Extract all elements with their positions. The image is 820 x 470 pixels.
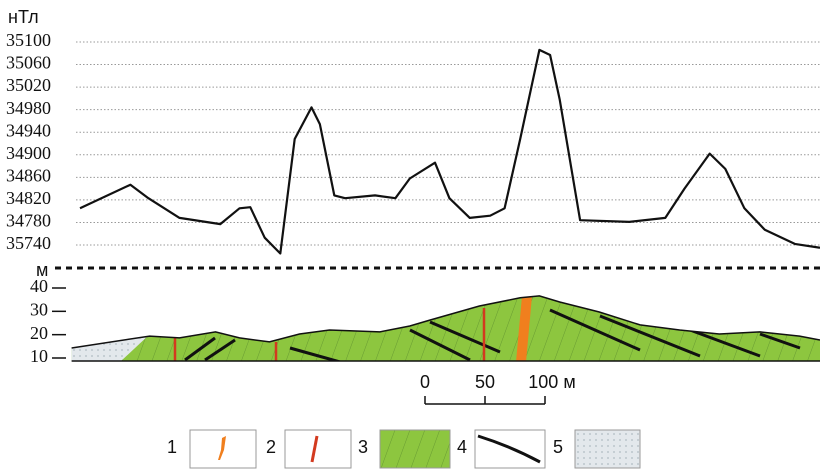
profile-line	[80, 50, 820, 254]
y-tick-label: 34940	[6, 120, 51, 140]
y-tick-label: 34900	[6, 143, 51, 163]
y-tick-label: 35060	[6, 53, 51, 73]
scale-label: 50	[475, 372, 495, 392]
y-tick-label: 35740	[6, 233, 51, 253]
y-tick-label: 10	[30, 346, 48, 366]
legend	[190, 430, 640, 468]
y-tick-label: 30	[30, 299, 48, 319]
figure: нТл м 0 50 100 м 1 2 3 4 5 3510035060350…	[0, 0, 820, 470]
y-unit: нТл	[8, 7, 39, 27]
section-detail	[60, 280, 820, 370]
scale-label: 0	[420, 372, 430, 392]
legend-label: 4	[457, 437, 467, 457]
cross-section	[60, 280, 820, 370]
legend-label: 5	[553, 437, 563, 457]
scale-label: 100 м	[528, 372, 575, 392]
y-tick-label: 34860	[6, 165, 51, 185]
y-tick-label: 35020	[6, 75, 51, 95]
legend-label: 3	[358, 437, 368, 457]
y-tick-label: 20	[30, 323, 48, 343]
y-tick-label: 40	[30, 276, 48, 296]
legend-label: 1	[167, 437, 177, 457]
scale-bar	[425, 396, 545, 404]
y-tick-label: 35100	[6, 30, 51, 50]
y-tick-label: 34780	[6, 211, 51, 231]
y-tick-label: 34980	[6, 98, 51, 118]
legend-label: 2	[266, 437, 276, 457]
y-tick-label: 34820	[6, 188, 51, 208]
